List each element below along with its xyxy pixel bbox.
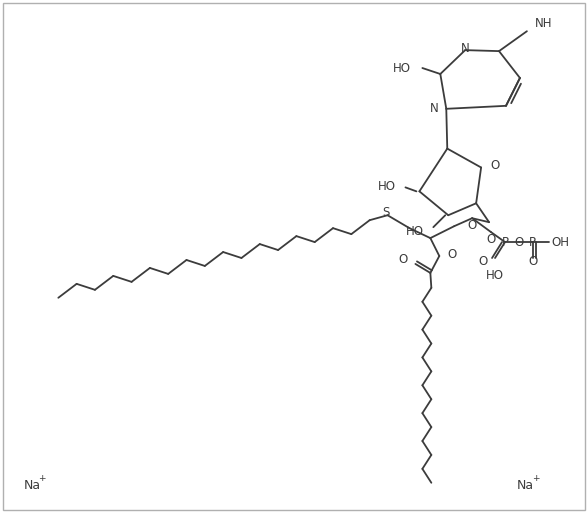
Text: O: O [528, 255, 537, 268]
Text: +: + [38, 475, 46, 483]
Text: HO: HO [392, 62, 410, 74]
Text: Na: Na [517, 479, 534, 492]
Text: N: N [461, 42, 470, 54]
Text: S: S [382, 206, 389, 219]
Text: O: O [486, 232, 496, 246]
Text: HO: HO [486, 269, 504, 282]
Text: HO: HO [377, 180, 396, 193]
Text: O: O [490, 159, 499, 172]
Text: O: O [514, 235, 523, 249]
Text: P: P [502, 235, 509, 249]
Text: NH: NH [535, 17, 552, 30]
Text: P: P [529, 235, 536, 249]
Text: O: O [447, 247, 456, 261]
Text: O: O [479, 255, 488, 268]
Text: OH: OH [552, 235, 570, 249]
Text: O: O [467, 219, 477, 232]
Text: HO: HO [405, 225, 423, 238]
Text: Na: Na [24, 479, 41, 492]
Text: O: O [398, 253, 407, 266]
Text: N: N [430, 102, 438, 115]
Text: +: + [532, 475, 539, 483]
